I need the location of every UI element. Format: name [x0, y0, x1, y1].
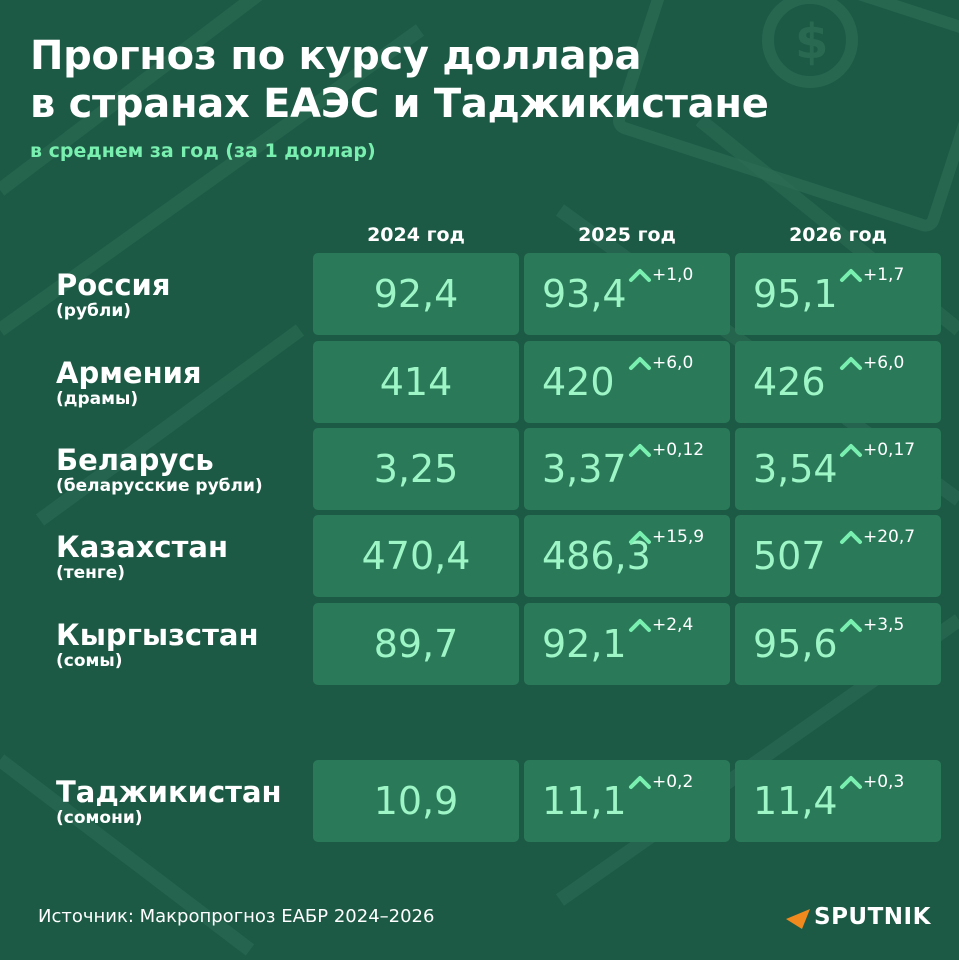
table-row: Беларусь (беларусские рубли) 3,25 3,37 +0,12… — [0, 428, 959, 510]
up-arrow-icon — [629, 269, 651, 282]
exchange-rate-value: 93,4 — [542, 272, 627, 316]
exchange-rate-value: 92,4 — [373, 272, 459, 316]
exchange-rate-value: 486,3 — [542, 534, 651, 578]
up-arrow-icon — [840, 269, 862, 282]
exchange-rate-value: 11,1 — [542, 779, 627, 823]
value-cell: 10,9 — [313, 760, 519, 842]
page-title: Прогноз по курсу доллара в странах ЕАЭС … — [30, 32, 769, 128]
exchange-rate-value: 470,4 — [361, 534, 471, 578]
exchange-rate-value: 10,9 — [373, 779, 459, 823]
exchange-rate-value: 3,25 — [373, 447, 459, 491]
row-label: Россия (рубли) — [56, 269, 171, 321]
exchange-rate-value: 414 — [379, 360, 453, 404]
title-line-2: в странах ЕАЭС и Таджикистане — [30, 81, 769, 127]
row-label: Беларусь (беларусские рубли) — [56, 444, 263, 496]
change-value: +0,12 — [652, 440, 705, 460]
up-arrow-icon — [840, 531, 862, 544]
table-row: Армения (драмы) 414 420 +6,0 426 +6,0 — [0, 341, 959, 423]
sputnik-logo-icon — [786, 909, 810, 929]
change-value: +0,17 — [863, 440, 916, 460]
exchange-rate-value: 11,4 — [753, 779, 838, 823]
value-cell: 470,4 — [313, 515, 519, 597]
change-value: +0,3 — [863, 772, 905, 792]
currency-unit: (беларусские рубли) — [56, 476, 263, 496]
country-name: Армения — [56, 356, 202, 390]
table-row: Россия (рубли) 92,4 93,4 +1,0 95,1 +1,7 — [0, 253, 959, 335]
up-arrow-icon — [629, 357, 651, 370]
up-arrow-icon — [840, 776, 862, 789]
change-value: +20,7 — [863, 527, 916, 547]
up-arrow-icon — [629, 776, 651, 789]
change-value: +2,4 — [652, 615, 694, 635]
value-cell: 95,6 +3,5 — [735, 603, 941, 685]
up-arrow-icon — [629, 619, 651, 632]
exchange-rate-value: 3,37 — [542, 447, 627, 491]
value-cell: 414 — [313, 341, 519, 423]
table-row: Казахстан (тенге) 470,4 486,3 +15,9 507 +20,7 — [0, 515, 959, 597]
up-arrow-icon — [629, 444, 651, 457]
exchange-rate-value: 420 — [542, 360, 615, 404]
exchange-rate-value: 89,7 — [373, 622, 459, 666]
change-value: +6,0 — [863, 353, 905, 373]
country-name: Таджикистан — [56, 775, 282, 809]
change-value: +1,0 — [652, 265, 694, 285]
value-cell: 92,1 +2,4 — [524, 603, 730, 685]
change-value: +0,2 — [652, 772, 694, 792]
change-value: +15,9 — [652, 527, 705, 547]
column-header-2025: 2025 год — [578, 224, 676, 246]
title-line-1: Прогноз по курсу доллара — [30, 33, 642, 79]
value-cell: 93,4 +1,0 — [524, 253, 730, 335]
value-cell: 11,1 +0,2 — [524, 760, 730, 842]
value-cell: 3,54 +0,17 — [735, 428, 941, 510]
column-header-2026: 2026 год — [789, 224, 887, 246]
country-name: Беларусь — [56, 443, 214, 477]
exchange-rate-value: 95,6 — [753, 622, 838, 666]
currency-unit: (рубли) — [56, 301, 132, 321]
value-cell: 95,1 +1,7 — [735, 253, 941, 335]
value-cell: 92,4 — [313, 253, 519, 335]
value-cell: 89,7 — [313, 603, 519, 685]
value-cell: 3,25 — [313, 428, 519, 510]
value-cell: 420 +6,0 — [524, 341, 730, 423]
currency-unit: (сомы) — [56, 651, 123, 671]
svg-text:$: $ — [795, 14, 828, 70]
row-label: Таджикистан (сомони) — [56, 776, 282, 828]
currency-unit: (тенге) — [56, 563, 126, 583]
country-name: Казахстан — [56, 530, 229, 564]
value-cell: 3,37 +0,12 — [524, 428, 730, 510]
subtitle: в среднем за год (за 1 доллар) — [30, 140, 376, 162]
up-arrow-icon — [629, 531, 651, 544]
column-header-2024: 2024 год — [367, 224, 465, 246]
up-arrow-icon — [840, 619, 862, 632]
row-label: Армения (драмы) — [56, 357, 202, 409]
currency-unit: (сомони) — [56, 808, 143, 828]
country-name: Россия — [56, 268, 171, 302]
table-row: Таджикистан (сомони) 10,9 11,1 +0,2 11,4 +0,3 — [0, 760, 959, 842]
up-arrow-icon — [840, 357, 862, 370]
change-value: +6,0 — [652, 353, 694, 373]
exchange-rate-value: 426 — [753, 360, 826, 404]
change-value: +1,7 — [863, 265, 905, 285]
exchange-rate-value: 95,1 — [753, 272, 838, 316]
row-label: Казахстан (тенге) — [56, 531, 228, 583]
value-cell: 426 +6,0 — [735, 341, 941, 423]
value-cell: 486,3 +15,9 — [524, 515, 730, 597]
exchange-rate-value: 3,54 — [753, 447, 838, 491]
up-arrow-icon — [840, 444, 862, 457]
brand-logo-text: SPUTNIK — [814, 904, 931, 930]
exchange-rate-value: 92,1 — [542, 622, 627, 666]
table-row: Кыргызстан (сомы) 89,7 92,1 +2,4 95,6 +3,5 — [0, 603, 959, 685]
value-cell: 507 +20,7 — [735, 515, 941, 597]
currency-unit: (драмы) — [56, 389, 139, 409]
value-cell: 11,4 +0,3 — [735, 760, 941, 842]
country-name: Кыргызстан — [56, 618, 259, 652]
exchange-rate-value: 507 — [753, 534, 826, 578]
change-value: +3,5 — [863, 615, 905, 635]
row-label: Кыргызстан (сомы) — [56, 619, 259, 671]
source-note: Источник: Макропрогноз ЕАБР 2024–2026 — [38, 906, 435, 927]
